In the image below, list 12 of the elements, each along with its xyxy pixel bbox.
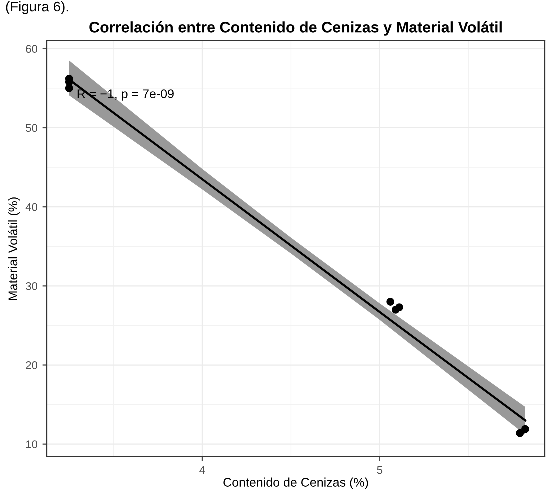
x-axis-title: Contenido de Cenizas (%)	[224, 478, 368, 490]
y-tick-label: 60	[26, 45, 38, 54]
y-tick-label: 50	[26, 124, 38, 132]
y-tick-label: 40	[26, 203, 38, 212]
x-tick-label: 4	[200, 466, 206, 474]
text: (Figura 6).	[6, 1, 68, 14]
chart-title: Correlación entre Contenido de Cenizas y Material Volátil	[90, 21, 502, 36]
y-tick-label: 30	[26, 282, 38, 290]
x-tick-label: 5	[377, 466, 383, 474]
y-tick-label: 10	[26, 440, 38, 448]
y-axis-title: Material Volátil (%)	[8, 198, 20, 300]
y-tick-label: 20	[26, 362, 38, 370]
